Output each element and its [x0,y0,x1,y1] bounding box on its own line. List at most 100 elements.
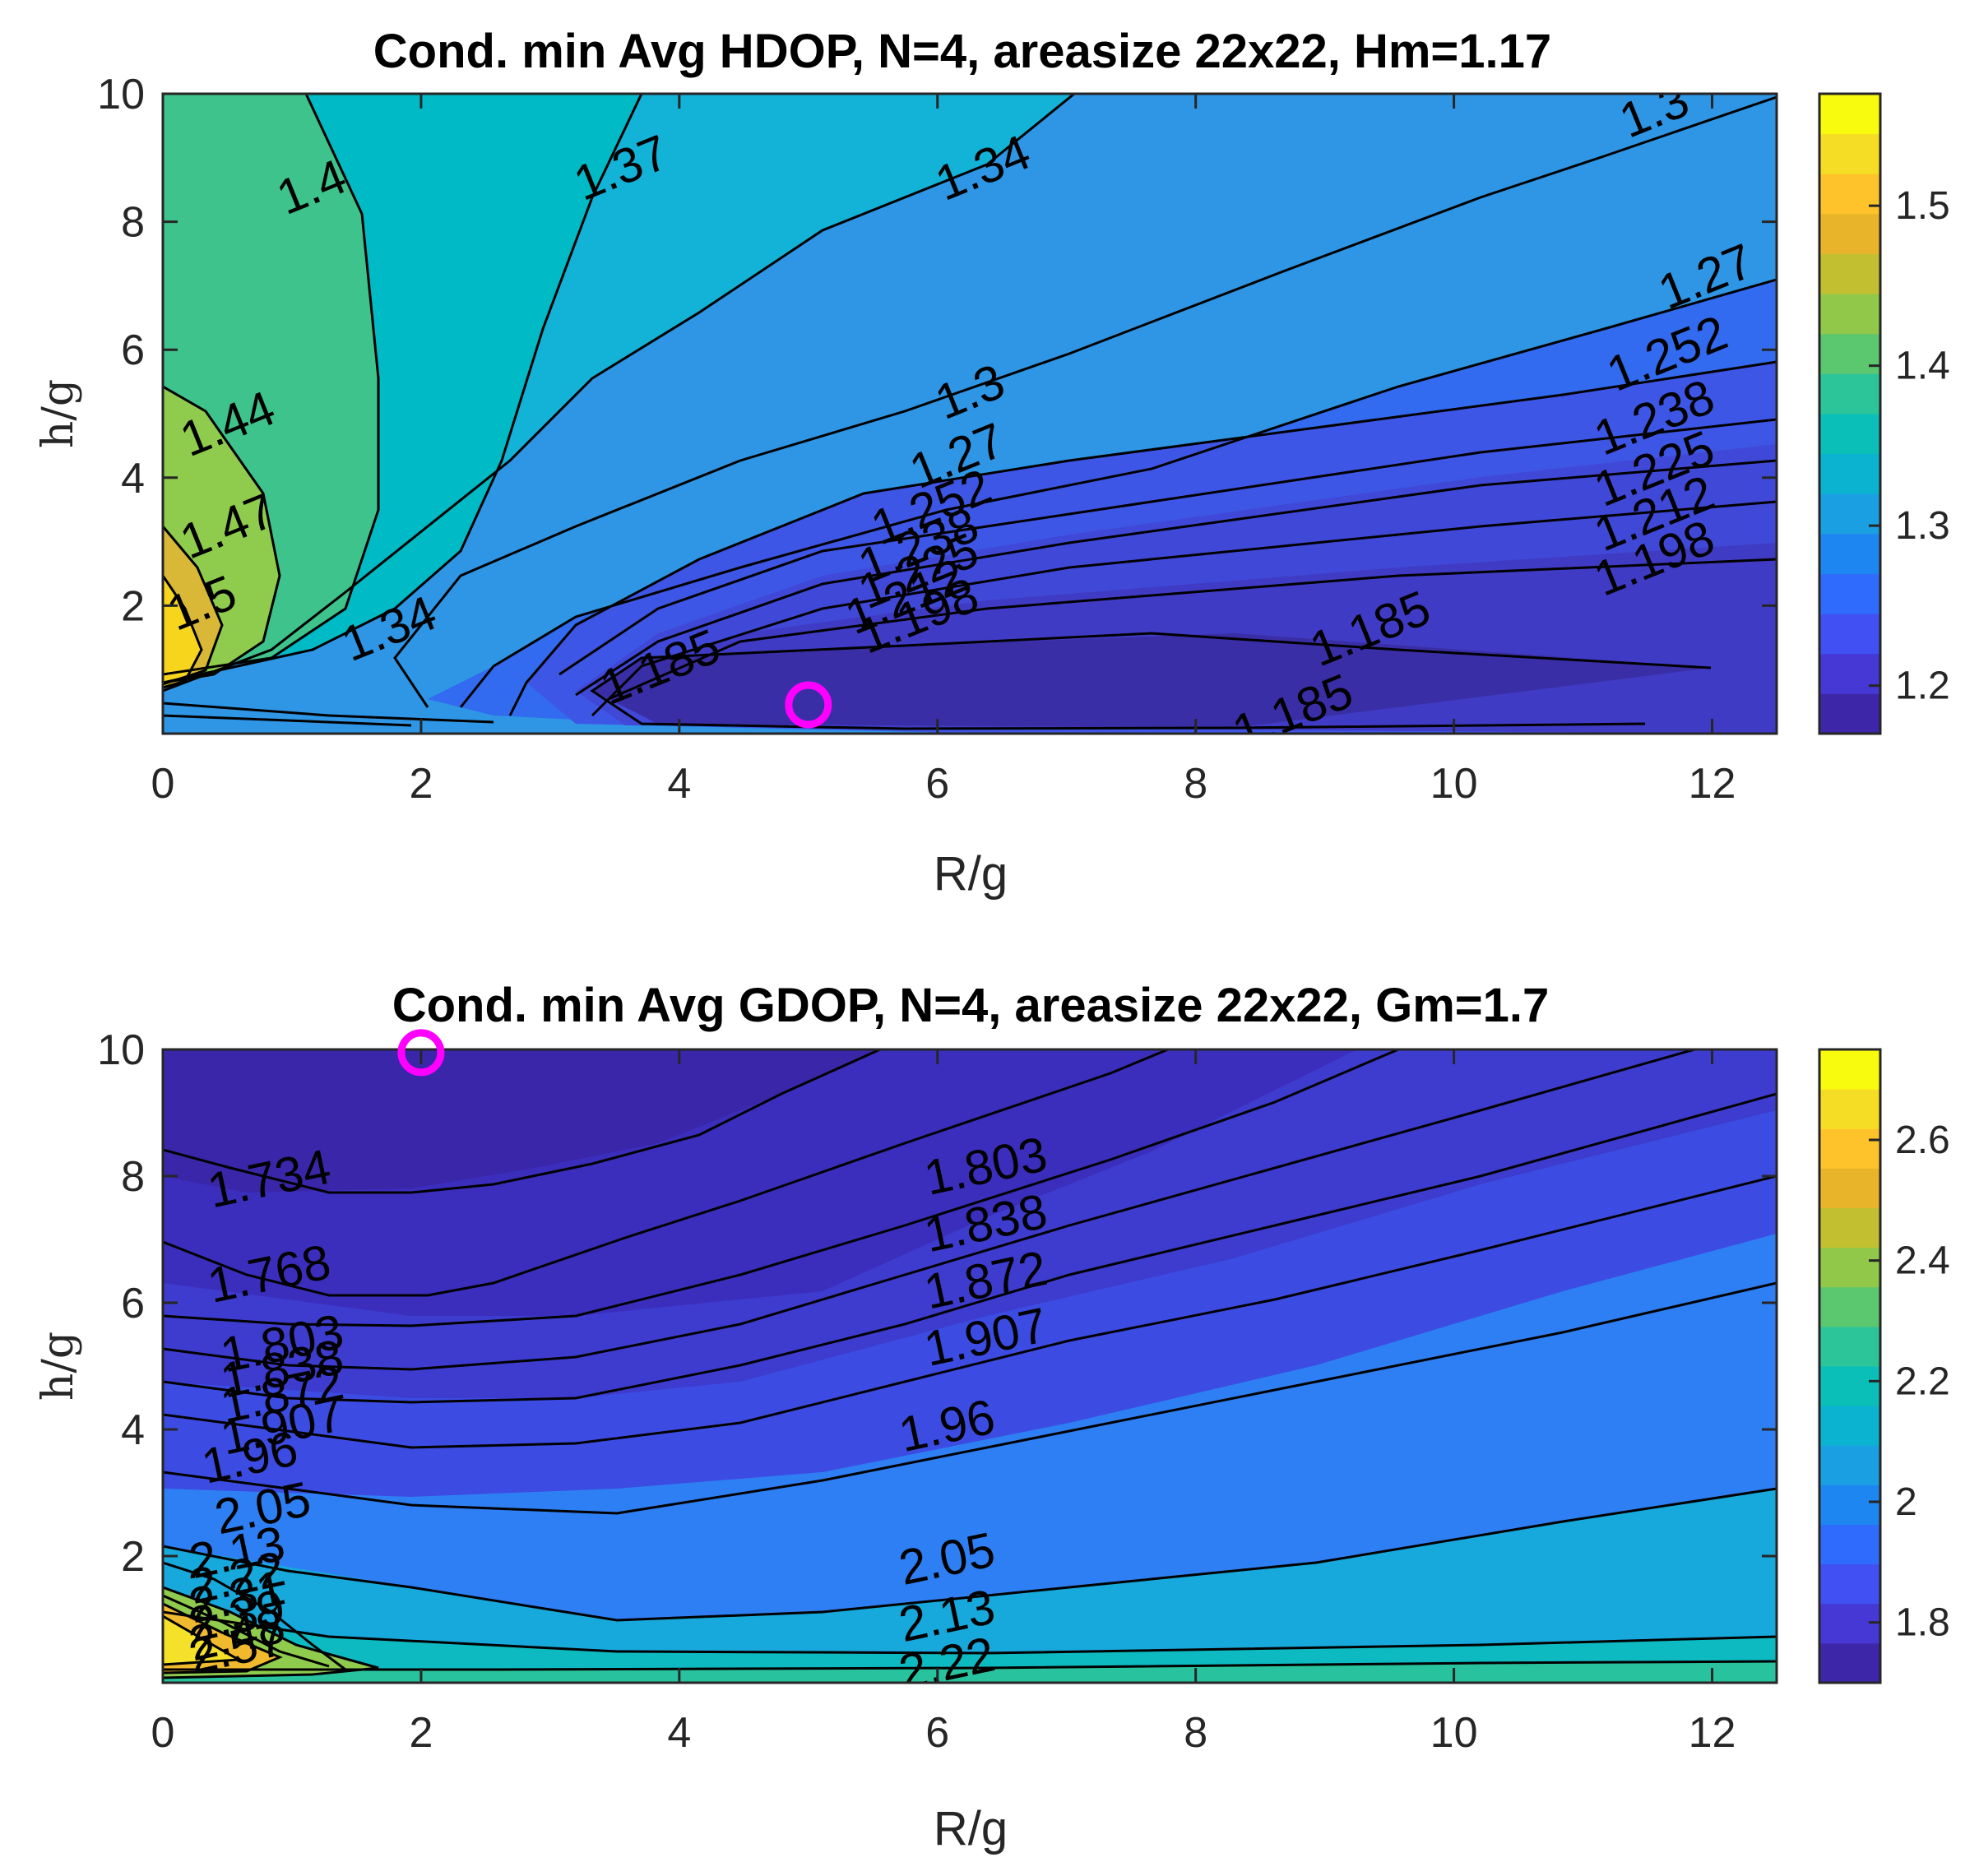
colorbar-band [1819,573,1880,614]
colorbar-tick-label: 1.4 [1895,345,1950,388]
colorbar-tick-label: 1.3 [1895,504,1950,548]
gdop-line-260 [163,1602,283,1675]
gdop-line-213 [163,1610,1777,1655]
colorbar-band [1819,1089,1880,1129]
hdop-line-121 [591,500,1777,717]
colorbar-band [1819,693,1880,734]
colorbar-band [1819,1366,1880,1406]
hdop-ticks: 0 2 4 6 8 10 12 2 4 6 8 10 [97,71,1777,808]
colorbar-band [1819,1406,1880,1446]
colorbar-band [1819,1563,1880,1605]
gdop-contour-lines [163,1049,1777,1679]
colorbar-band [1819,1485,1880,1525]
hdop-line-13 [393,95,1777,708]
x-tick-label: 2 [409,1709,433,1757]
gdop-line-222 [163,1660,1777,1671]
colorbar-band [1819,1049,1880,1090]
colorbar-tick-label: 1.5 [1895,184,1950,228]
hdop-line-low2 [163,714,412,727]
y-tick-label: 8 [121,199,145,247]
colorbar-tick-label: 1.2 [1895,665,1950,708]
x-tick-label: 4 [667,1709,691,1757]
gdop-band-173 [163,1049,880,1193]
hdop-line-low1 [163,702,494,724]
hdop-line-147 [163,385,281,684]
colorbar-band [1819,453,1880,494]
x-tick-label: 8 [1184,1709,1207,1757]
colorbar-band [1819,493,1880,535]
gdop-line-1838 [163,1049,1695,1371]
y-tick-label: 2 [121,582,145,630]
gdop-line-196 [163,1281,1777,1515]
y-tick-label: 2 [121,1533,145,1581]
colorbar-band [1819,333,1880,374]
colorbar-band [1819,1286,1880,1327]
colorbar-band [1819,1168,1880,1208]
y-tick-label: 4 [121,455,145,503]
x-tick-label: 4 [667,760,691,808]
colorbar-band [1819,1207,1880,1248]
hdop-ylabel: h/g [34,379,83,448]
hdop-contour-lines [163,94,1777,730]
colorbar-band [1819,133,1880,174]
gdop-line-1768 [163,1049,1169,1297]
x-tick-label: 0 [151,1709,175,1757]
colorbar-band [1819,174,1880,215]
hdop-panel: Cond. min Avg HDOP, N=4, areasize 22x22,… [34,25,1950,901]
gdop-line-1803 [163,1049,1399,1327]
hdop-title: Cond. min Avg HDOP, N=4, areasize 22x22,… [373,25,1551,78]
gdop-panel: Cond. min Avg GDOP, N=4, areasize 22x22,… [34,979,1950,1855]
hdop-line-120 [608,558,1777,701]
colorbar-tick-label: 1.8 [1895,1601,1950,1645]
gdop-line-270 [163,1614,243,1666]
gdop-title: Cond. min Avg GDOP, N=4, areasize 22x22,… [392,979,1550,1032]
hdop-optimum-marker [785,681,832,729]
x-tick-label: 6 [925,1709,949,1757]
gdop-line-250 [163,1594,330,1668]
gdop-optimum-marker [397,1029,445,1077]
gdop-ylabel: h/g [34,1332,83,1401]
gdop-line-1734 [163,1049,881,1194]
gdop-line-1872 [163,1092,1777,1404]
gdop-line-1907 [163,1174,1777,1449]
hdop-line-153 [163,575,203,689]
colorbar-band [1819,653,1880,694]
gdop-line-205 [163,1487,1777,1622]
colorbar-band [1819,414,1880,455]
x-tick-label: 12 [1689,1709,1736,1757]
gdop-ticks: 0 2 4 6 8 10 12 2 4 6 8 10 [97,1026,1777,1757]
colorbar-band [1819,1128,1880,1169]
y-tick-label: 10 [97,1026,145,1074]
gdop-contour-labels: 1.7341.7681.8031.8381.8721.9071.962.052.… [184,1126,1052,1683]
gdop-xlabel: R/g [934,1802,1008,1855]
colorbar-band [1819,1524,1880,1565]
hdop-line-123 [558,418,1777,676]
y-tick-label: 6 [121,327,145,374]
hdop-line-122 [575,459,1777,697]
colorbar-band [1819,1642,1880,1684]
x-tick-label: 8 [1184,760,1207,808]
colorbar-band [1819,614,1880,655]
x-tick-label: 10 [1430,1709,1478,1757]
colorbar-tick-label: 2.6 [1895,1119,1950,1162]
x-tick-label: 12 [1689,760,1736,808]
colorbar-band [1819,373,1880,415]
hdop-band-118 [592,633,1711,728]
x-tick-label: 0 [151,760,175,808]
y-tick-label: 6 [121,1280,145,1327]
colorbar-band [1819,1326,1880,1367]
colorbar-band [1819,1445,1880,1485]
x-tick-label: 10 [1430,760,1478,808]
colorbar-band [1819,94,1880,135]
gdop-axes-box [161,1048,1778,1684]
hdop-line-127 [459,278,1777,708]
hdop-band-153 [163,576,202,688]
y-tick-label: 10 [97,71,145,118]
hdop-line-137 [163,94,643,684]
hdop-line-134 [163,94,1075,692]
x-tick-label: 2 [409,760,433,808]
gdop-band-222 [163,1661,1777,1683]
colorbar-tick-label: 2.2 [1895,1360,1950,1403]
gdop-line-240 [163,1586,379,1679]
